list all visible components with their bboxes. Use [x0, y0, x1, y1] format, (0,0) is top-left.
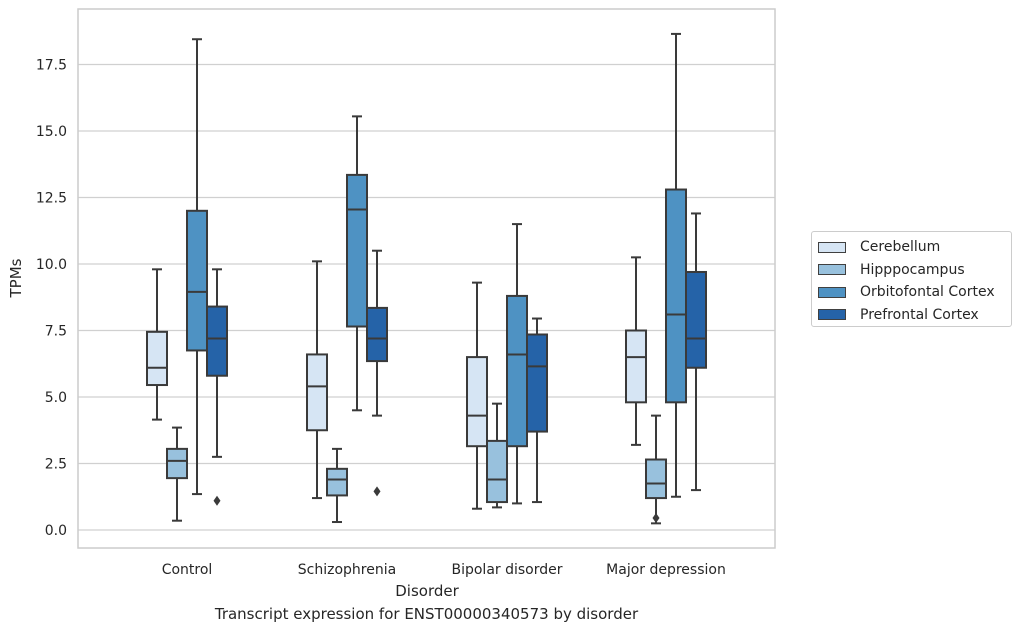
box-2-3: [665, 32, 687, 498]
box-iqr: [665, 188, 687, 404]
y-tick-label: 12.5: [36, 191, 67, 207]
x-axis-label: Disorder: [395, 582, 459, 600]
box-iqr: [146, 330, 168, 387]
box-iqr: [506, 294, 528, 448]
box-0-2: [466, 281, 488, 510]
legend: Cerebellum Hipppocampus Orbitofontal Cor…: [811, 231, 1012, 327]
y-tick-label: 2.5: [45, 457, 67, 473]
box-iqr: [526, 333, 548, 433]
legend-label: Orbitofontal Cortex: [860, 284, 995, 301]
box-iqr: [366, 306, 388, 363]
box-0-3: [625, 256, 647, 446]
box-2-1: [346, 115, 368, 412]
y-tick-label: 15.0: [36, 124, 67, 140]
box-3-1: [366, 249, 388, 497]
y-tick-label: 10.0: [36, 257, 67, 273]
y-tick-label: 0.0: [45, 523, 67, 539]
box-2-2: [506, 223, 528, 505]
box-0-0: [146, 268, 168, 421]
legend-swatch: [818, 264, 846, 276]
box-iqr: [306, 353, 328, 432]
box-1-1: [326, 447, 348, 524]
legend-swatch: [818, 241, 846, 253]
box-3-2: [526, 317, 548, 504]
y-tick-label: 17.5: [36, 58, 67, 74]
plot-frame: [77, 8, 776, 549]
y-tick-label: 5.0: [45, 390, 67, 406]
legend-item-orbitofrontal-cortex: Orbitofontal Cortex: [818, 281, 1011, 304]
x-tick-label: Major depression: [606, 562, 726, 578]
y-axis-label: TPMs: [7, 258, 25, 298]
legend-swatch: [818, 309, 846, 321]
box-iqr: [685, 270, 707, 369]
legend-label: Cerebellum: [860, 239, 941, 256]
box-iqr: [486, 439, 508, 504]
legend-item-cerebellum: Cerebellum: [818, 236, 1011, 259]
box-iqr: [166, 447, 188, 480]
box-iqr: [625, 329, 647, 404]
legend-item-prefrontal-cortex: Prefrontal Cortex: [818, 304, 1011, 327]
legend-label: Prefrontal Cortex: [860, 306, 979, 323]
box-3-0: [206, 268, 228, 506]
box-iqr: [346, 173, 368, 328]
box-1-2: [486, 402, 508, 509]
box-1-3: [645, 414, 667, 525]
box-2-0: [186, 38, 208, 496]
box-1-0: [166, 426, 188, 522]
x-tick-label: Bipolar disorder: [451, 562, 562, 578]
legend-item-hippocampus: Hipppocampus: [818, 259, 1011, 282]
outlier-point: [652, 513, 660, 524]
boxes: [146, 32, 707, 525]
box-iqr: [645, 458, 667, 500]
figure-caption: Transcript expression for ENST0000034057…: [214, 605, 639, 623]
box-3-3: [685, 212, 707, 492]
box-0-1: [306, 260, 328, 500]
tick-labels: 0.0 2.5 5.0 7.5 10.0 12.5 15.0 17.5 Control Schiz…: [36, 58, 726, 579]
box-iqr: [466, 356, 488, 448]
y-tick-label: 7.5: [45, 324, 67, 340]
x-tick-label: Schizophrenia: [298, 562, 396, 578]
legend-swatch: [818, 286, 846, 298]
x-tick-label: Control: [162, 562, 213, 578]
box-iqr: [326, 467, 348, 497]
outlier-point: [373, 486, 381, 497]
box-iqr: [186, 209, 208, 352]
box-iqr: [206, 305, 228, 377]
legend-label: Hipppocampus: [860, 261, 965, 278]
outlier-point: [213, 495, 221, 506]
